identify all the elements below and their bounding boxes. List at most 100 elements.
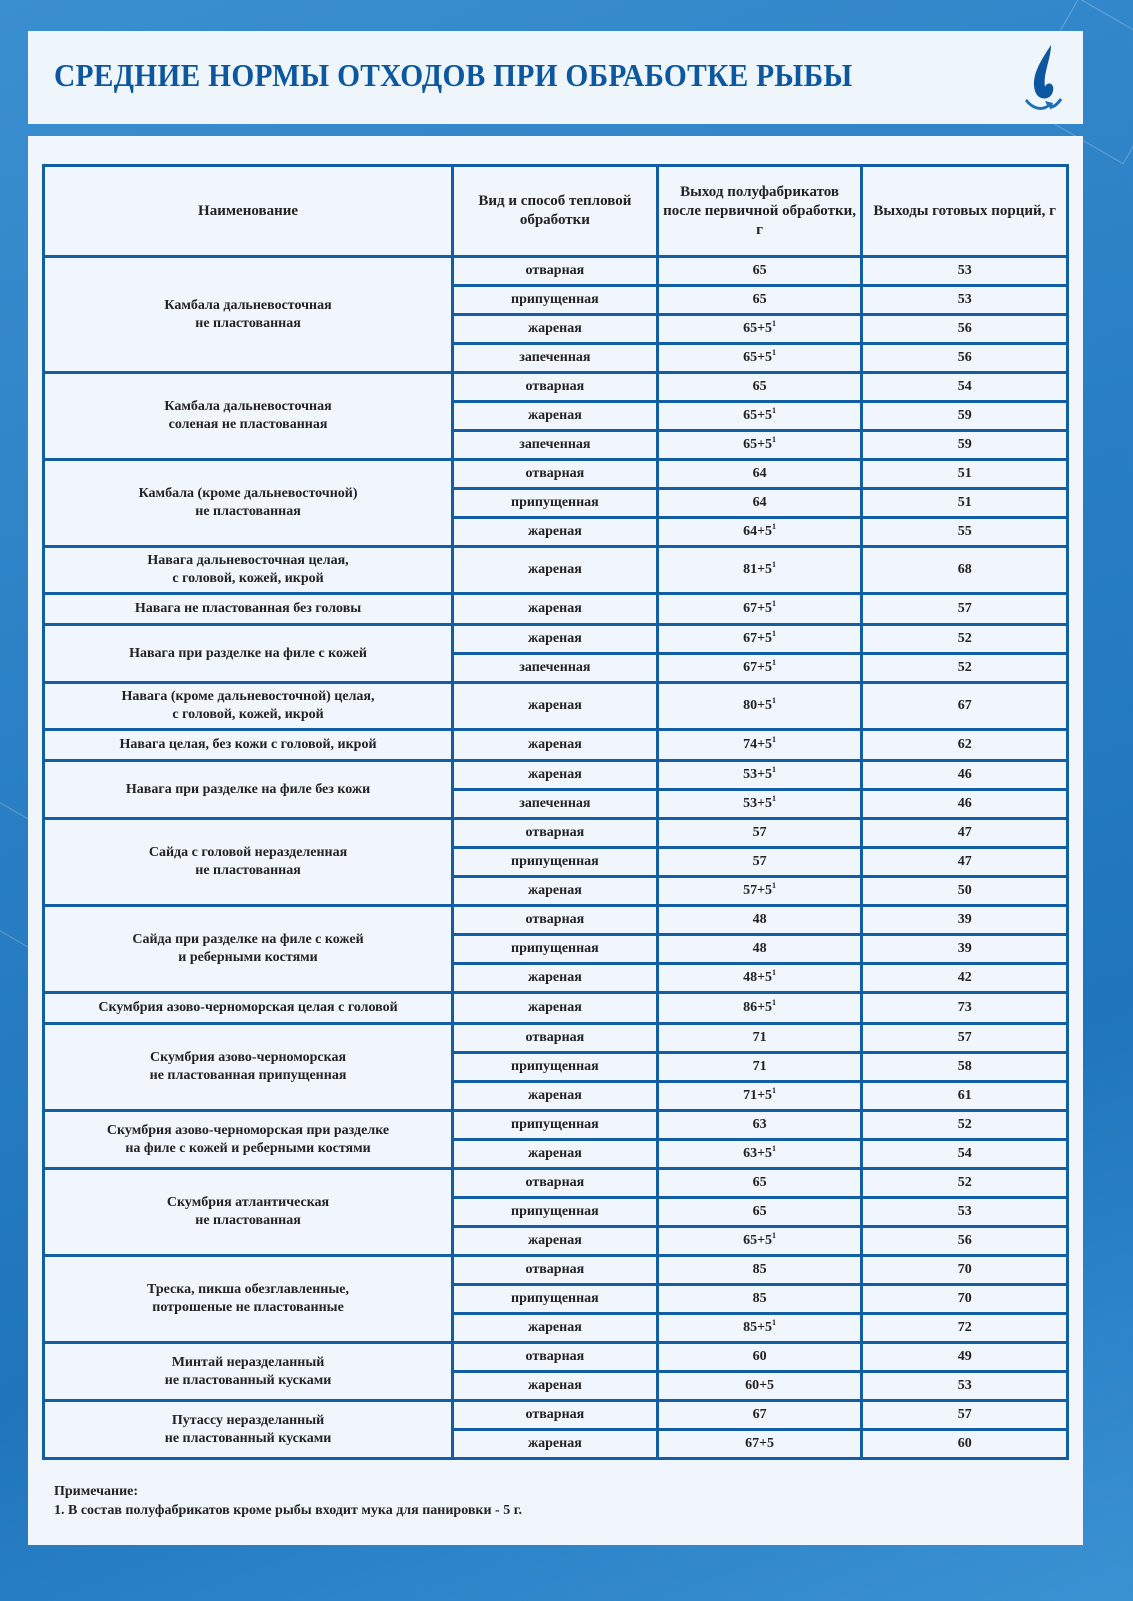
footnote-marker: 1 xyxy=(772,348,777,357)
method-cell: припущенная xyxy=(451,933,659,965)
table-row: припущенная 65 53 xyxy=(44,1196,1069,1228)
table-row: жареная 48+51 42 xyxy=(44,962,1069,994)
header-method: Вид и способ тепловой обработки xyxy=(451,164,659,258)
method-cell: отварная xyxy=(451,255,659,287)
table-row: Путассу неразделанный не пластованный кус… xyxy=(41,1399,1069,1460)
footnote-text: 1. В состав полуфабрикатов кроме рыбы вх… xyxy=(54,1503,523,1518)
method-cell: отварная xyxy=(451,458,659,490)
fish-name-cell: Путассу неразделанный не пластованный кус… xyxy=(41,1399,455,1460)
portion-output-cell: 55 xyxy=(860,516,1069,548)
footnote-marker: 1 xyxy=(772,794,777,803)
footnote-marker: 1 xyxy=(772,696,777,705)
portion-output-cell: 53 xyxy=(860,255,1069,287)
footnote-marker: 1 xyxy=(772,435,777,444)
method-cell: жареная xyxy=(451,681,659,731)
table-row: жареная 85+51 72 xyxy=(44,1312,1069,1344)
fish-name-cell: Камбала дальневосточная не пластованная xyxy=(41,255,455,374)
table-row: Навага (кроме дальневосточной) целая, с г… xyxy=(41,681,1069,731)
footnote-marker: 1 xyxy=(772,1318,777,1327)
fish-name-cell: Минтай неразделанный не пластованный куск… xyxy=(41,1341,455,1402)
portion-output-cell: 57 xyxy=(860,1022,1069,1054)
semi-output-cell: 60 xyxy=(655,1341,864,1373)
semi-output-cell: 85 xyxy=(655,1283,864,1315)
table-row: Сайда с головой неразделенная не пластова… xyxy=(41,817,1069,907)
fish-name-cell: Навага при разделке на филе без кожи xyxy=(41,759,455,820)
table-row: запеченная 65+51 59 xyxy=(44,429,1069,461)
semi-output-cell: 48 xyxy=(655,933,864,965)
portion-output-cell: 57 xyxy=(860,1399,1069,1431)
method-cell: жареная xyxy=(451,991,659,1025)
footnote-marker: 1 xyxy=(772,735,777,744)
footnote-marker: 1 xyxy=(772,599,777,608)
table-row: Камбала (кроме дальневосточной) не пласто… xyxy=(41,458,1069,548)
portion-output-cell: 57 xyxy=(860,592,1069,626)
header-semi-output: Выход полуфабрикатов после первичной обр… xyxy=(655,164,864,258)
semi-output-cell: 64 xyxy=(655,458,864,490)
portion-output-cell: 52 xyxy=(860,652,1069,684)
semi-output-cell: 67+51 xyxy=(655,652,864,684)
footnote-marker: 1 xyxy=(772,968,777,977)
portion-output-cell: 56 xyxy=(860,313,1069,345)
footnote-marker: 1 xyxy=(772,522,777,531)
method-cell: отварная xyxy=(451,817,659,849)
method-cell: отварная xyxy=(451,1022,659,1054)
table-row: жареная 57+51 50 xyxy=(44,875,1069,907)
portion-output-cell: 49 xyxy=(860,1341,1069,1373)
table-row: припущенная 65 53 xyxy=(44,284,1069,316)
table-row: Сайда при разделке на филе с кожей и ребе… xyxy=(41,904,1069,994)
method-cell: припущенная xyxy=(451,1283,659,1315)
method-cell: жареная xyxy=(451,313,659,345)
table-row: жареная 65+51 56 xyxy=(44,313,1069,345)
portion-output-cell: 52 xyxy=(860,1109,1069,1141)
semi-output-cell: 65 xyxy=(655,284,864,316)
portion-output-cell: 54 xyxy=(860,371,1069,403)
method-cell: жареная xyxy=(451,1080,659,1112)
table-row: жареная 71+51 61 xyxy=(44,1080,1069,1112)
table-row: Камбала дальневосточная соленая не пласто… xyxy=(41,371,1069,461)
method-cell: жареная xyxy=(451,545,659,595)
method-cell: отварная xyxy=(451,371,659,403)
header-name: Наименование xyxy=(41,164,455,258)
semi-output-cell: 80+51 xyxy=(655,681,864,731)
semi-output-cell: 48+51 xyxy=(655,962,864,994)
table-row: Навага целая, без кожи с головой, икрой ж… xyxy=(41,728,1069,762)
semi-output-cell: 65+51 xyxy=(655,400,864,432)
method-cell: жареная xyxy=(451,1370,659,1402)
semi-output-cell: 57 xyxy=(655,846,864,878)
method-cell: запеченная xyxy=(451,652,659,684)
portion-output-cell: 60 xyxy=(860,1428,1069,1460)
semi-output-cell: 71+51 xyxy=(655,1080,864,1112)
fish-name-cell: Сайда при разделке на филе с кожей и ребе… xyxy=(41,904,455,994)
method-cell: отварная xyxy=(451,1341,659,1373)
table-row: Скумбрия азово-черноморская целая с голо… xyxy=(41,991,1069,1025)
portion-output-cell: 53 xyxy=(860,1196,1069,1228)
semi-output-cell: 85 xyxy=(655,1254,864,1286)
fish-name-cell: Скумбрия азово-черноморская не пластованн… xyxy=(41,1022,455,1112)
main-panel: Наименование Вид и способ тепловой обраб… xyxy=(28,136,1083,1545)
semi-output-cell: 67+5 xyxy=(655,1428,864,1460)
fish-name-cell: Треска, пикша обезглавленные, потрошеные … xyxy=(41,1254,455,1344)
method-cell: жареная xyxy=(451,962,659,994)
portion-output-cell: 59 xyxy=(860,400,1069,432)
semi-output-cell: 53+51 xyxy=(655,788,864,820)
portion-output-cell: 39 xyxy=(860,904,1069,936)
footnote-marker: 1 xyxy=(772,560,777,569)
method-cell: жареная xyxy=(451,516,659,548)
table-row: Минтай неразделанный не пластованный куск… xyxy=(41,1341,1069,1402)
semi-output-cell: 64+51 xyxy=(655,516,864,548)
portion-output-cell: 46 xyxy=(860,759,1069,791)
fish-name-cell: Навага (кроме дальневосточной) целая, с г… xyxy=(41,681,455,731)
fish-name-cell: Скумбрия азово-черноморская при разделке… xyxy=(41,1109,455,1170)
semi-output-cell: 65 xyxy=(655,1167,864,1199)
table-row: Навага при разделке на филе без кожи жаре… xyxy=(41,759,1069,820)
portion-output-cell: 52 xyxy=(860,623,1069,655)
semi-output-cell: 86+51 xyxy=(655,991,864,1025)
method-cell: отварная xyxy=(451,1254,659,1286)
table-row: жареная 67+5 60 xyxy=(44,1428,1069,1460)
portion-output-cell: 72 xyxy=(860,1312,1069,1344)
portion-output-cell: 59 xyxy=(860,429,1069,461)
footnote-marker: 1 xyxy=(772,406,777,415)
method-cell: жареная xyxy=(451,1428,659,1460)
table-row: припущенная 71 58 xyxy=(44,1051,1069,1083)
table-row: жареная 60+5 53 xyxy=(44,1370,1069,1402)
